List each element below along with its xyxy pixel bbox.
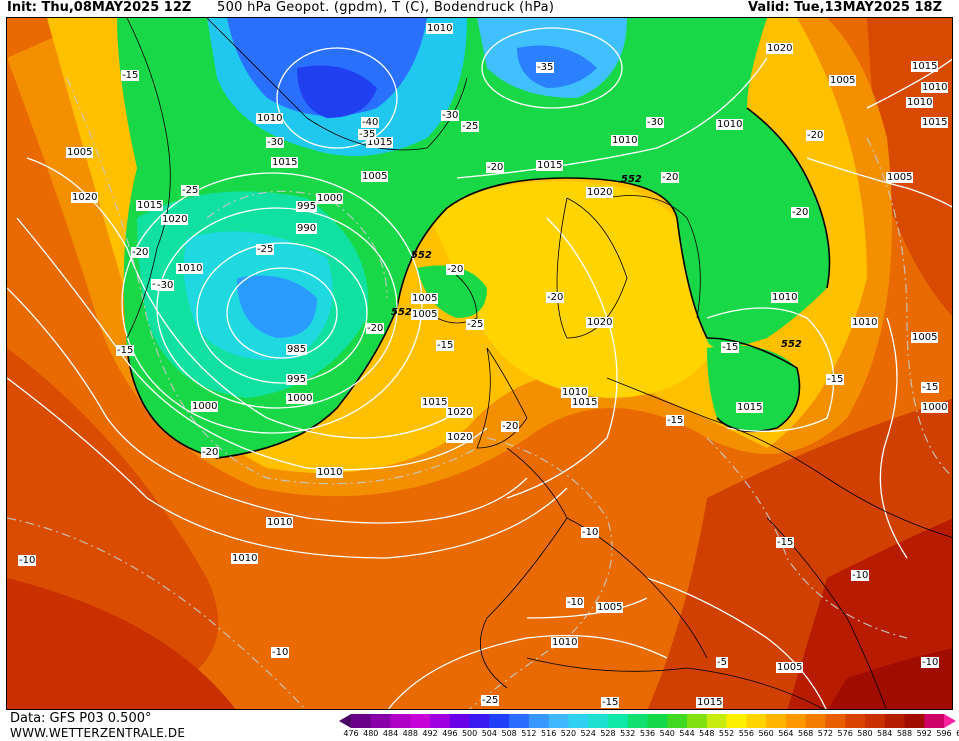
chart-title: 500 hPa Geopot. (gpdm), T (C), Bodendruc… (217, 0, 555, 15)
colorbar-swatch (667, 714, 688, 728)
site-url: WWW.WETTERZENTRALE.DE (10, 726, 186, 740)
colorbar-tick-label: 504 (481, 729, 497, 738)
colorbar-tick-label: 520 (560, 729, 577, 738)
colorbar-swatch (766, 714, 787, 728)
colorbar-swatch (430, 714, 451, 728)
colorbar-tick-label: 508 (501, 729, 517, 738)
blue-low-core (237, 275, 317, 338)
colorbar-swatch (568, 714, 589, 728)
colorbar-swatch (351, 714, 372, 728)
colorbar-swatch (370, 714, 392, 728)
colorbar (339, 714, 956, 728)
colorbar-swatch (627, 714, 648, 728)
map-svg (7, 18, 952, 709)
colorbar-swatch (588, 714, 609, 728)
init-time: Init: Thu,08MAY2025 12Z (7, 0, 192, 15)
weather-map (6, 17, 953, 710)
colorbar-labels: 476 480 484 488 492 496 500 504 508 512 516 520 524 5… (339, 729, 959, 740)
colorbar-tick-label: 564 (778, 729, 794, 738)
isotherms (7, 77, 952, 709)
colorbar-tick-label: 548 (699, 729, 715, 738)
colorbar-tick-label: 488 (402, 729, 418, 738)
colorbar-swatch (726, 714, 747, 728)
colorbar-tick-label: 500 (461, 729, 478, 738)
colorbar-tick-label: 476 (343, 729, 359, 738)
contour-552 (126, 177, 801, 459)
colorbar-tick-label: 588 (896, 729, 913, 738)
colorbar-tick-label: 592 (916, 729, 932, 738)
colorbar-tick-label: 480 (363, 729, 379, 738)
colorbar-tick-label: 544 (679, 729, 695, 738)
colorbar-swatch (706, 714, 728, 728)
colorbar-tick-label: 572 (817, 729, 834, 738)
colorbar-swatch (805, 714, 826, 728)
colorbar-tick-label: 516 (541, 729, 557, 738)
colorbar-swatch (548, 714, 569, 728)
green-small (417, 265, 487, 318)
colorbar-swatch (864, 714, 886, 728)
colorbar-tick-label: 552 (718, 729, 735, 738)
colorbar-swatch (469, 714, 490, 728)
colorbar-tick-label: 524 (580, 729, 596, 738)
blue-ne-core (517, 45, 597, 88)
data-source: Data: GFS P03 0.500° (10, 711, 152, 726)
colorbar-tick-label: 560 (758, 729, 774, 738)
colorbar-swatch (339, 714, 351, 728)
sw-hot (7, 578, 236, 709)
colorbar-tick-label: 580 (857, 729, 873, 738)
contour-552-east (746, 107, 831, 289)
colorbar-swatch (410, 714, 431, 728)
colorbar-swatch (607, 714, 629, 728)
colorbar-swatch (509, 714, 530, 728)
colorbar-tick-label: 568 (797, 729, 814, 738)
colorbar-swatch (449, 714, 471, 728)
colorbar-swatch (687, 714, 708, 728)
green-cutoff (707, 345, 800, 432)
colorbar-tick-label: 532 (620, 729, 636, 738)
colorbar-tick-label: 496 (442, 729, 458, 738)
colorbar-swatch (785, 714, 807, 728)
colorbar-tick-label: 576 (837, 729, 853, 738)
chart-footer: Data: GFS P03 0.500° WWW.WETTERZENTRALE.… (0, 711, 959, 741)
colorbar-tick-label: 584 (877, 729, 893, 738)
colorbar-tick-label: 484 (382, 729, 399, 738)
colorbar-swatch (746, 714, 767, 728)
scandi-yellow (427, 181, 727, 398)
colorbar-tick-label: 492 (422, 729, 438, 738)
colorbar-swatch (825, 714, 846, 728)
colorbar-swatch (845, 714, 866, 728)
colorbar-swatch (647, 714, 668, 728)
blue-north-core (297, 65, 377, 118)
colorbar-tick-label: 596 (936, 729, 952, 738)
valid-time: Valid: Tue,13MAY2025 18Z (748, 0, 942, 15)
colorbar-tick-label: 600 (956, 729, 959, 738)
colorbar-tick-label: 556 (738, 729, 754, 738)
isobars (7, 27, 952, 709)
colorbar-swatch (489, 714, 510, 728)
chart-header: Init: Thu,08MAY2025 12Z 500 hPa Geopot. … (0, 0, 959, 16)
colorbar-swatch (528, 714, 550, 728)
colorbar-tick-label: 512 (521, 729, 537, 738)
colorbar-swatch (944, 714, 956, 728)
colorbar-swatch (390, 714, 411, 728)
colorbar-tick-label: 536 (639, 729, 656, 738)
colorbar-swatch (884, 714, 905, 728)
colorbar-tick-label: 528 (600, 729, 616, 738)
colorbar-swatch (904, 714, 925, 728)
colorbar-tick-label: 540 (659, 729, 675, 738)
colorbar-swatch (924, 714, 945, 728)
